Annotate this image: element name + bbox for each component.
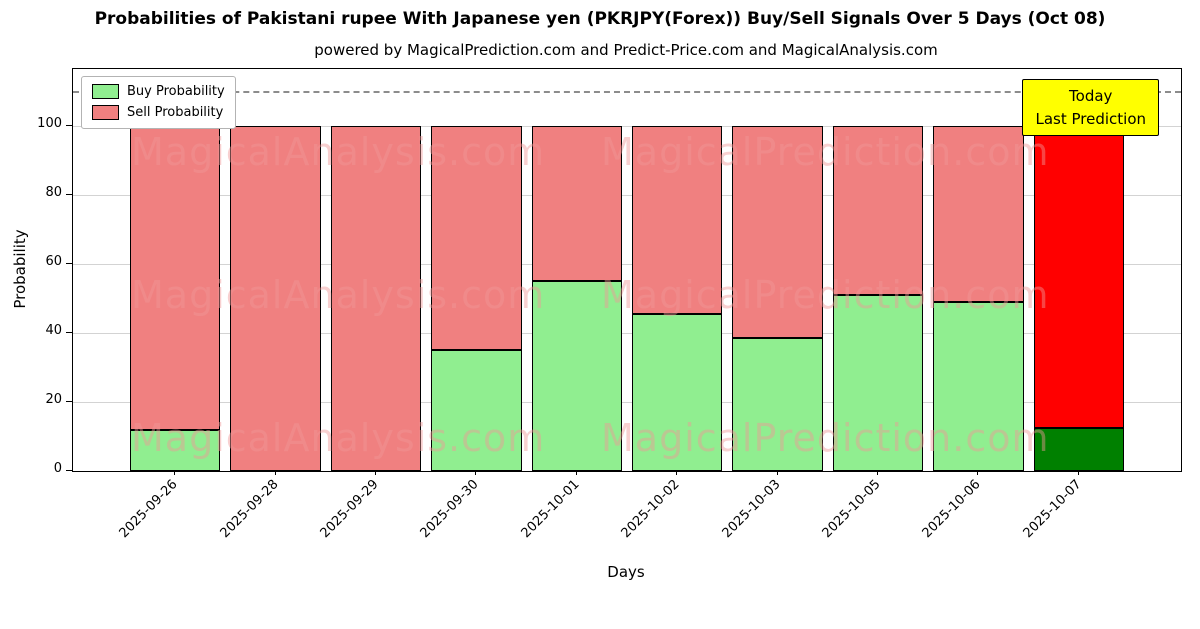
watermark-text: MagicalAnalysis.com (131, 130, 546, 174)
x-tick-mark (375, 470, 376, 475)
buy-probability-swatch (92, 84, 119, 99)
x-tick-mark (274, 470, 276, 475)
y-tick-mark (66, 331, 72, 333)
watermark-text: MagicalPrediction.com (601, 273, 1050, 317)
gridline (73, 194, 1181, 196)
sell-probability-swatch (92, 105, 119, 120)
x-tick-mark (475, 470, 477, 475)
bar-segment-buy (130, 429, 221, 471)
y-axis-label: Probability (11, 229, 29, 309)
bar-segment-buy (732, 338, 823, 471)
y-tick-label: 40 (45, 322, 62, 338)
y-tick-label: 80 (45, 184, 62, 200)
bar-segment-sell (1033, 125, 1124, 428)
annotation-line-1: Today (1069, 87, 1113, 105)
bar-segment-buy (933, 301, 1024, 471)
plot-area: Buy Probability Sell Probability Today L… (72, 68, 1182, 472)
x-tick-mark (977, 470, 979, 475)
annotation-line-2: Last Prediction (1035, 109, 1146, 128)
y-tick-mark (66, 124, 72, 126)
legend-label-buy: Buy Probability (127, 84, 225, 99)
watermark-text: MagicalAnalysis.com (131, 416, 546, 460)
bar-segment-sell (732, 125, 823, 339)
bar-segment-buy (431, 350, 522, 471)
bar-segment-buy (531, 281, 622, 471)
bar-segment-sell (531, 125, 622, 282)
y-tick-label: 20 (45, 391, 62, 407)
y-tick-mark (66, 470, 72, 471)
x-tick-mark (877, 470, 878, 475)
chart-title: Probabilities of Pakistani rupee With Ja… (94, 9, 1106, 29)
today-annotation: Today Last Prediction (1022, 79, 1159, 136)
bar-segment-buy (1033, 427, 1124, 471)
dashed-threshold-line (73, 91, 1181, 94)
gridline (73, 332, 1181, 334)
bar-segment-sell (431, 125, 522, 351)
x-tick-mark (174, 470, 176, 475)
bar-segment-sell (130, 125, 221, 430)
watermark-text: MagicalPrediction.com (601, 416, 1050, 460)
gridline (73, 401, 1181, 403)
bar-segment-buy (832, 295, 924, 471)
legend: Buy Probability Sell Probability (81, 76, 236, 129)
bar-segment-sell (832, 125, 924, 295)
gridline (73, 263, 1181, 265)
x-tick-mark (776, 470, 778, 475)
y-tick-mark (66, 262, 72, 264)
bar-segment-sell (632, 125, 723, 314)
legend-item-buy: Buy Probability (92, 84, 225, 99)
y-tick-mark (66, 193, 72, 195)
x-tick-mark (575, 470, 577, 475)
legend-label-sell: Sell Probability (127, 105, 224, 120)
bar-segment-sell (230, 125, 321, 471)
y-tick-label: 100 (37, 115, 62, 131)
chart-subtitle: powered by MagicalPrediction.com and Pre… (314, 41, 938, 59)
figure: Probabilities of Pakistani rupee With Ja… (11, 9, 1182, 581)
x-tick-mark (1077, 470, 1079, 475)
x-axis-label: Days (607, 563, 645, 581)
watermark-text: MagicalAnalysis.com (131, 273, 546, 317)
bar-segment-sell (330, 125, 422, 471)
bar-segment-sell (933, 125, 1024, 302)
y-tick-label: 0 (53, 461, 62, 476)
y-tick-mark (66, 400, 72, 402)
x-tick-mark (676, 470, 678, 475)
bar-segment-buy (632, 313, 723, 471)
gridline (73, 125, 1181, 127)
legend-item-sell: Sell Probability (92, 105, 225, 120)
y-tick-label: 60 (45, 253, 62, 269)
watermark-text: MagicalPrediction.com (601, 130, 1050, 174)
